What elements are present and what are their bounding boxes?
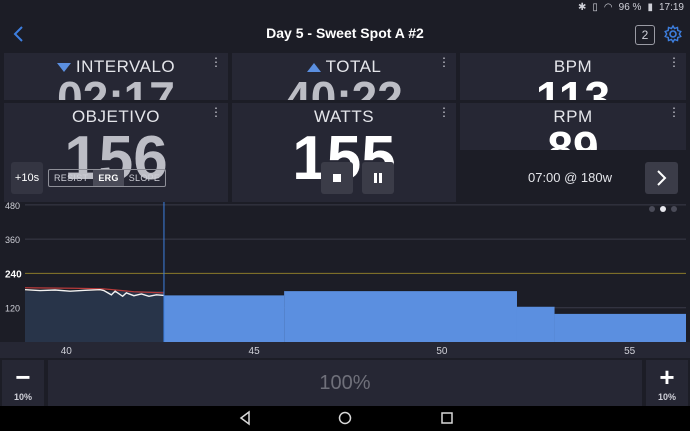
increase-step-label: 10% xyxy=(657,392,676,402)
next-interval-text: 07:00 @ 180w xyxy=(527,170,613,185)
countup-triangle-icon xyxy=(306,63,321,73)
target-step-bar xyxy=(163,294,285,342)
tile-total-value: 40:22 xyxy=(285,72,403,100)
pause-button[interactable] xyxy=(362,162,394,194)
y-tick-label: 240 xyxy=(5,269,22,280)
gear-icon[interactable] xyxy=(663,24,683,44)
heart-rate-trace xyxy=(24,287,164,294)
back-chevron-icon[interactable] xyxy=(8,23,30,45)
x-axis-strip xyxy=(0,342,690,358)
y-tick-label: 360 xyxy=(5,235,20,245)
increase-intensity-button[interactable]: + 10% xyxy=(646,360,688,406)
target-step-bar xyxy=(25,290,164,342)
power-trace xyxy=(24,289,165,298)
intensity-percentage: 100% xyxy=(48,360,642,406)
tile-rpm-value: 89 xyxy=(547,122,599,150)
decrease-step-label: 10% xyxy=(13,392,32,402)
decrease-intensity-button[interactable]: − 10% xyxy=(2,360,44,406)
nav-back-icon[interactable] xyxy=(238,410,252,429)
target-step-bar xyxy=(554,313,686,342)
page-indicator-dot xyxy=(660,206,666,212)
more-vert-icon[interactable]: ⋮ xyxy=(438,105,450,119)
laps-badge[interactable]: 2 xyxy=(635,25,655,45)
target-step-bar xyxy=(284,290,517,342)
tile-bpm-label: BPM xyxy=(553,57,593,76)
target-step-bar xyxy=(516,306,555,342)
x-tick-label: 50 xyxy=(436,346,448,357)
more-vert-icon[interactable]: ⋮ xyxy=(438,55,450,69)
more-vert-icon[interactable]: ⋮ xyxy=(668,105,680,119)
tile-total-label: TOTAL xyxy=(325,57,382,76)
more-vert-icon[interactable]: ⋮ xyxy=(668,55,680,69)
intensity-controls: − 10% 100% + 10% xyxy=(0,360,690,406)
x-tick-label: 45 xyxy=(249,346,261,357)
wifi-icon: ◠ xyxy=(603,2,613,13)
tile-interval-label: INTERVALO xyxy=(75,57,176,76)
tile-bpm[interactable]: BPM 113 ⋮ xyxy=(460,53,686,100)
nav-home-icon[interactable] xyxy=(338,410,352,429)
page-indicator-dot xyxy=(671,206,677,212)
minus-icon: − xyxy=(15,362,31,392)
y-tick-label: 120 xyxy=(5,304,20,314)
mode-resist-button[interactable]: RESIST xyxy=(54,173,89,183)
bluetooth-icon: ✱ xyxy=(578,2,587,13)
tile-rpm[interactable]: RPM 89 ⋮ xyxy=(460,103,686,150)
mode-erg-button[interactable]: ERG xyxy=(93,170,124,186)
pause-icon xyxy=(374,173,382,183)
page-indicator-dot xyxy=(649,206,655,212)
workout-chart[interactable]: 120 240 360 480 40 45 50 55 xyxy=(0,202,690,358)
tile-rpm-label: RPM xyxy=(553,107,593,126)
more-vert-icon[interactable]: ⋮ xyxy=(210,55,222,69)
more-vert-icon[interactable]: ⋮ xyxy=(210,105,222,119)
tile-interval[interactable]: INTERVALO 02:17 ⋮ xyxy=(4,53,228,100)
battery-percent: 96 % xyxy=(618,2,642,13)
y-tick-label: 480 xyxy=(5,202,20,211)
nav-recents-icon[interactable] xyxy=(440,410,454,429)
tile-target-label: OBJETIVO xyxy=(71,107,161,126)
stop-icon xyxy=(333,174,341,182)
tile-interval-value: 02:17 xyxy=(57,72,175,100)
x-tick-label: 55 xyxy=(624,346,636,357)
clock: 17:19 xyxy=(658,2,684,13)
status-bar: ✱ ▯ ◠ 96 % ▮ 17:19 xyxy=(0,0,690,18)
plus-icon: + xyxy=(659,362,675,392)
tile-bpm-value: 113 xyxy=(535,72,611,100)
battery-icon: ▮ xyxy=(647,2,653,13)
tile-total[interactable]: TOTAL 40:22 ⋮ xyxy=(232,53,456,100)
stop-button[interactable] xyxy=(321,162,353,194)
mode-selector: RESIST ERG SLOPE xyxy=(48,169,167,187)
system-nav-bar xyxy=(0,406,690,431)
countdown-triangle-icon xyxy=(56,63,71,73)
next-interval-button[interactable] xyxy=(645,162,678,194)
tile-watts-label: WATTS xyxy=(313,107,375,126)
add-10s-button[interactable]: +10s xyxy=(11,162,43,194)
x-tick-label: 40 xyxy=(61,346,73,357)
workout-title: Day 5 - Sweet Spot A #2 xyxy=(266,25,424,41)
mode-slope-button[interactable]: SLOPE xyxy=(128,173,161,183)
app-header: Day 5 - Sweet Spot A #2 2 xyxy=(0,18,690,52)
vibrate-icon: ▯ xyxy=(592,2,598,13)
workout-chart-svg: 120 240 360 480 40 45 50 55 xyxy=(0,202,690,358)
